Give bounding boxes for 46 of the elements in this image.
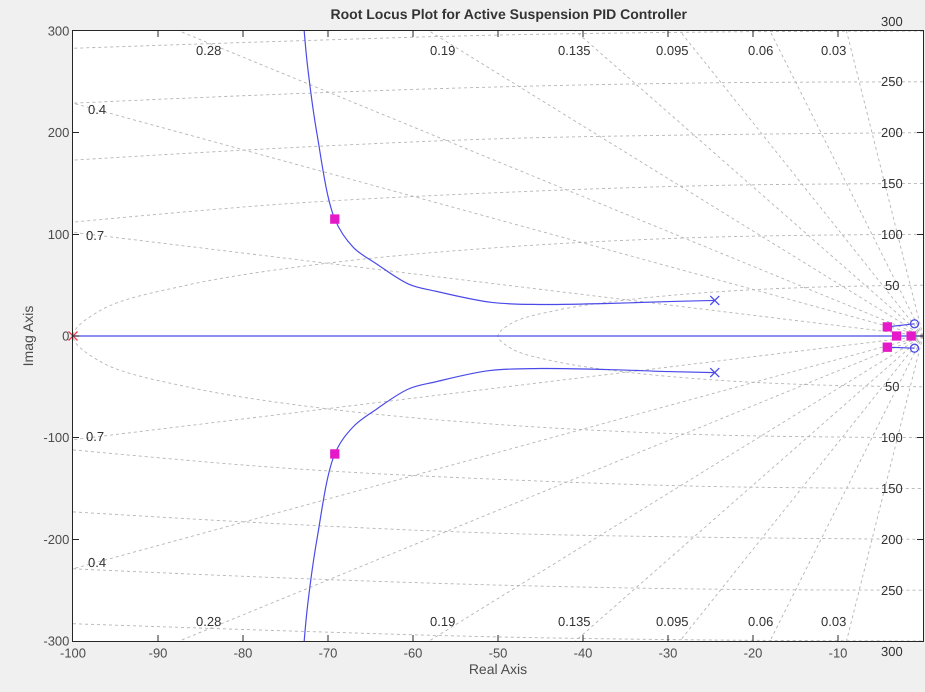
annotation: 0.28 bbox=[196, 43, 222, 58]
y-axis-title: Imag Axis bbox=[20, 306, 36, 366]
annotation: 300 bbox=[881, 644, 903, 659]
annotation: 200 bbox=[881, 532, 903, 547]
y-tick-label: -200 bbox=[43, 532, 70, 547]
x-tick-label: -20 bbox=[744, 646, 762, 661]
annotation: 0.06 bbox=[748, 614, 774, 629]
x-tick-label: -10 bbox=[828, 646, 848, 661]
annotation: 0.7 bbox=[86, 429, 104, 444]
annotation: 50 bbox=[885, 278, 900, 293]
annotation: 0.03 bbox=[821, 43, 846, 58]
x-tick-label: -90 bbox=[148, 646, 168, 661]
x-tick-label: -80 bbox=[234, 646, 252, 661]
annotation: 250 bbox=[881, 74, 903, 89]
chart-title: Root Locus Plot for Active Suspension PID Controller bbox=[330, 6, 688, 22]
y-tick-label: -100 bbox=[43, 430, 70, 446]
annotation: 0.135 bbox=[558, 43, 591, 58]
y-tick-label: 200 bbox=[48, 125, 70, 140]
annotation: 0.135 bbox=[558, 614, 591, 629]
annotation: 0.7 bbox=[86, 228, 104, 243]
annotation: 150 bbox=[881, 481, 903, 496]
annotation: 250 bbox=[881, 583, 903, 598]
annotation: 0.03 bbox=[821, 614, 846, 629]
annotation: 0.4 bbox=[88, 555, 106, 570]
annotation: 0.4 bbox=[88, 102, 106, 117]
y-tick-label: 100 bbox=[48, 226, 70, 242]
annotation: 100 bbox=[881, 430, 903, 445]
x-tick-label: -40 bbox=[574, 646, 592, 661]
y-tick-label: 300 bbox=[48, 24, 70, 39]
annotation: 0.19 bbox=[430, 43, 456, 58]
annotation: 0.095 bbox=[656, 43, 689, 58]
annotation: 0.095 bbox=[656, 614, 689, 629]
annotation: 0.06 bbox=[748, 43, 774, 58]
annotation: 300 bbox=[881, 14, 903, 29]
annotation: 100 bbox=[881, 227, 903, 242]
y-tick-label: 0 bbox=[62, 328, 70, 344]
annotation: 50 bbox=[885, 379, 900, 394]
annotation: 150 bbox=[881, 176, 903, 191]
x-tick-label: -60 bbox=[404, 646, 422, 661]
x-tick-label: -50 bbox=[488, 646, 508, 661]
x-tick-label: -30 bbox=[658, 646, 678, 661]
x-axis-title: Real Axis bbox=[468, 660, 528, 677]
annotation: 200 bbox=[881, 125, 903, 140]
x-tick-label: -70 bbox=[318, 646, 338, 661]
annotation: 0.28 bbox=[196, 614, 222, 629]
annotation: 0.19 bbox=[430, 614, 456, 629]
